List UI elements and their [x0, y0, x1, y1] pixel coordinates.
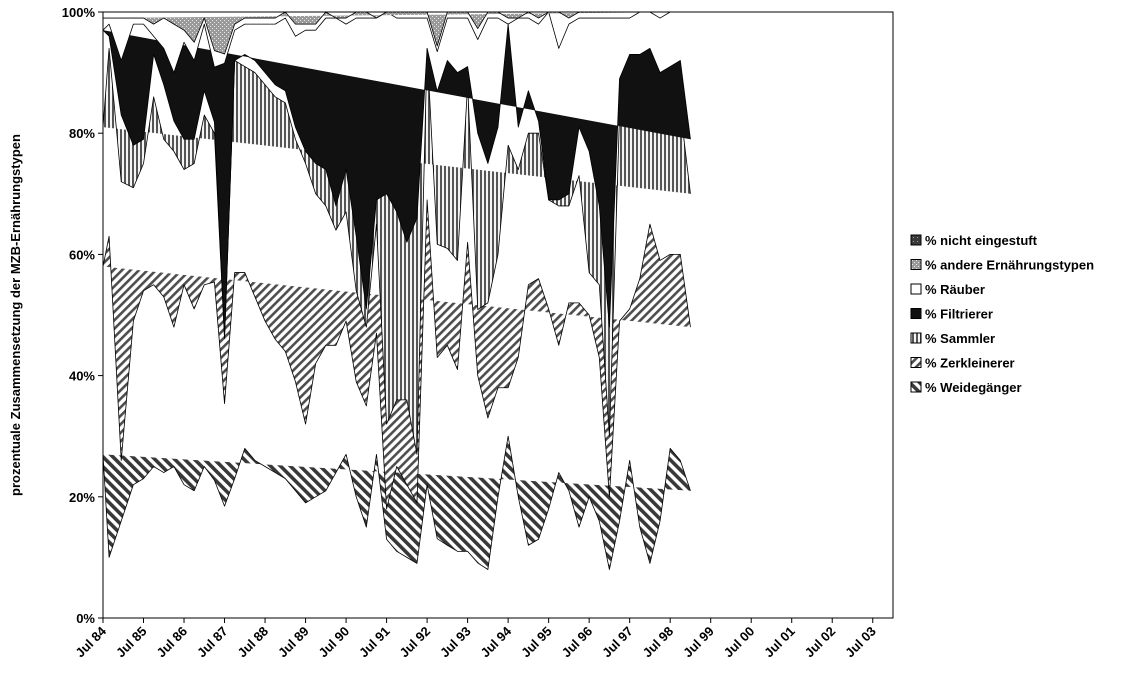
legend-swatch — [910, 357, 922, 368]
legend-label: % andere Ernährungstypen — [925, 258, 1094, 273]
x-tick-label: Jul 84 — [72, 623, 109, 660]
x-tick-label: Jul 00 — [721, 624, 758, 661]
y-axis-title: prozentuale Zusammensetzung der MZB-Ernä… — [8, 134, 23, 496]
y-tick-label: 20% — [69, 490, 95, 505]
legend-label: % Weidegänger — [925, 380, 1022, 395]
y-tick-label: 80% — [69, 126, 95, 141]
area-series-3 — [102, 47, 691, 455]
legend-swatch — [910, 234, 922, 246]
legend-swatch — [910, 283, 922, 295]
x-tick-label: Jul 88 — [235, 624, 272, 661]
x-tick-label: Jul 93 — [437, 624, 474, 661]
area-series-group — [102, 11, 691, 570]
legend: % nicht eingestuft % andere Ernährungstyp… — [910, 233, 1094, 395]
legend-label: % Zerkleinerer — [925, 356, 1015, 371]
x-tick-label: Jul 97 — [599, 624, 636, 661]
x-tick-label: Jul 99 — [680, 624, 717, 661]
legend-swatch — [910, 308, 922, 319]
x-tick-label: Jul 90 — [316, 624, 353, 661]
x-tick-label: Jul 94 — [478, 623, 515, 660]
x-tick-label: Jul 95 — [518, 624, 555, 661]
legend-label: % Räuber — [925, 282, 985, 297]
legend-swatch — [910, 332, 922, 344]
legend-swatch — [910, 381, 922, 393]
x-tick-label: Jul 01 — [761, 624, 798, 661]
x-tick-label: Jul 96 — [559, 624, 596, 661]
legend-swatch — [910, 259, 922, 270]
x-tick-label: Jul 92 — [397, 624, 434, 661]
x-tick-label: Jul 87 — [194, 624, 231, 661]
x-tick-label: Jul 89 — [275, 624, 312, 661]
area-series-4 — [102, 23, 691, 339]
x-tick-label: Jul 91 — [356, 624, 393, 661]
x-tick-label: Jul 86 — [153, 624, 190, 661]
legend-label: % nicht eingestuft — [925, 233, 1038, 248]
plot-frame — [102, 11, 894, 619]
legend-label: % Filtrierer — [925, 307, 993, 322]
x-tick-label: Jul 03 — [842, 624, 879, 661]
area-series-1 — [102, 435, 691, 570]
y-tick-label: 60% — [69, 247, 95, 262]
y-tick-label: 100% — [62, 5, 96, 20]
x-tick-label: Jul 02 — [802, 624, 839, 661]
legend-label: % Sammler — [925, 331, 995, 346]
x-tick-label: Jul 98 — [640, 624, 677, 661]
x-tick-label: Jul 85 — [113, 624, 150, 661]
y-tick-label: 0% — [76, 611, 95, 626]
y-tick-label: 40% — [69, 369, 95, 384]
